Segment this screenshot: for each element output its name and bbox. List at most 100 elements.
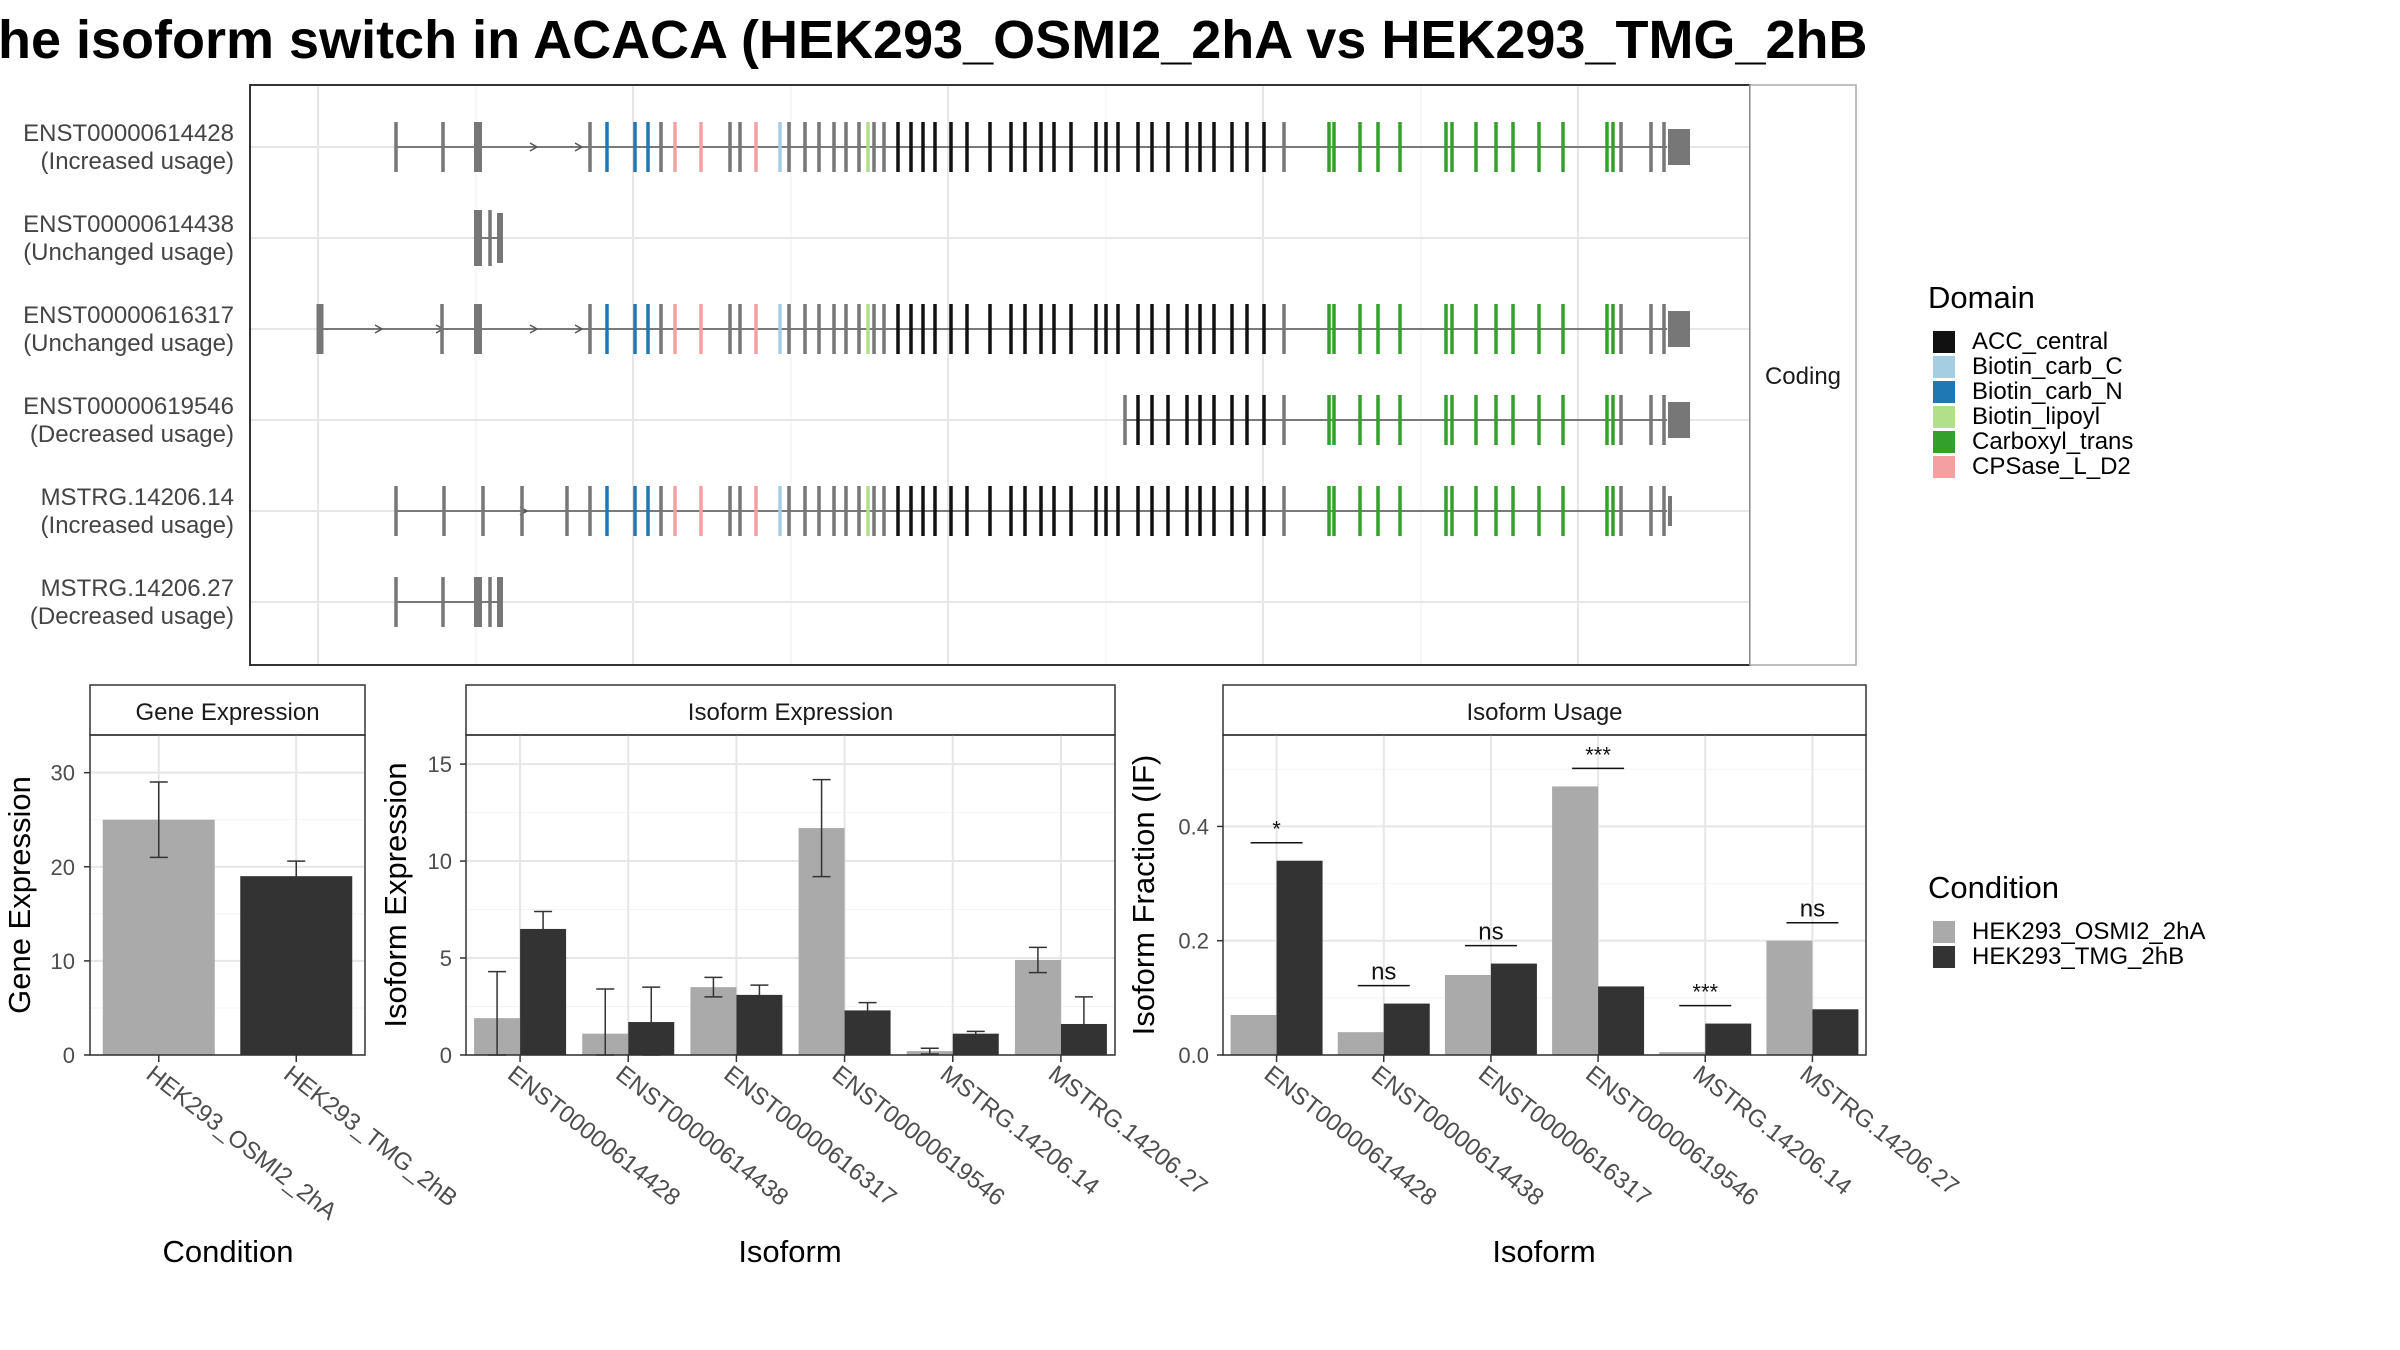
exon (1116, 122, 1120, 172)
exon (1494, 304, 1498, 354)
exon (728, 122, 732, 172)
exon (1069, 486, 1073, 536)
bar (1598, 986, 1645, 1055)
domain-legend-label: ACC_central (1972, 328, 2108, 355)
exon (441, 577, 445, 627)
exon (1327, 395, 1331, 445)
exon (1611, 122, 1615, 172)
significance-label: ns (1800, 896, 1825, 923)
transcript-track (1123, 395, 1690, 445)
transcript-usage-label: (Decreased usage) (30, 421, 234, 448)
panel-strip-label: Isoform Usage (1466, 699, 1622, 726)
exon (1039, 122, 1043, 172)
x-tick-label: ENST00000614428 (1259, 1060, 1442, 1211)
exon (1537, 304, 1541, 354)
condition-legend-label: HEK293_OSMI2_2hA (1972, 918, 2205, 945)
exon (1009, 304, 1013, 354)
exon (1358, 122, 1362, 172)
exon (1069, 304, 1073, 354)
exon (882, 304, 886, 354)
transcript-usage-label: (Increased usage) (41, 512, 234, 539)
exon (1327, 122, 1331, 172)
exon (1398, 395, 1402, 445)
coding-strip (1749, 84, 1857, 666)
exon (965, 486, 969, 536)
exon (1649, 304, 1653, 354)
exon (896, 304, 900, 354)
exon (441, 122, 445, 172)
transcript-usage-label: (Unchanged usage) (23, 239, 234, 266)
exon (866, 486, 870, 536)
exon (1166, 486, 1170, 536)
exon (1511, 122, 1515, 172)
y-tick-label: 0.2 (1178, 929, 1209, 954)
exon (1494, 122, 1498, 172)
domain-legend-swatch (1933, 456, 1955, 478)
exon (1561, 486, 1565, 536)
y-tick-label: 0 (440, 1043, 452, 1068)
exon (488, 210, 492, 266)
exon (857, 122, 861, 172)
bar (690, 987, 737, 1055)
domain-legend-swatch (1933, 381, 1955, 403)
exon (866, 122, 870, 172)
coding-strip-label: Coding (1765, 363, 1841, 390)
exon (844, 304, 848, 354)
exon (866, 304, 870, 354)
exon (1474, 122, 1478, 172)
exon (497, 213, 503, 263)
exon (474, 304, 482, 354)
exon (1212, 486, 1216, 536)
exon (646, 122, 650, 172)
exon (1230, 304, 1234, 354)
exon (872, 486, 876, 536)
utr-block (1668, 129, 1690, 165)
strand-arrow (374, 324, 384, 334)
exon (1116, 486, 1120, 536)
exon (1605, 304, 1609, 354)
bar (1337, 1032, 1384, 1055)
exon (817, 486, 821, 536)
significance-label: *** (1692, 980, 1718, 1005)
domain-legend-title: Domain (1928, 280, 2035, 315)
exon (1511, 304, 1515, 354)
domain-legend: Domain ACC_centralBiotin_carb_CBiotin_ca… (1928, 280, 2133, 480)
exon (738, 486, 742, 536)
exon (1376, 486, 1380, 536)
exon (1262, 304, 1266, 354)
exon (728, 486, 732, 536)
domain-legend-label: Biotin_carb_C (1972, 353, 2123, 380)
exon (1198, 304, 1202, 354)
exon (1136, 486, 1140, 536)
exon (316, 304, 324, 354)
exon (1116, 304, 1120, 354)
condition-legend-swatch (1933, 946, 1955, 968)
exon (1245, 122, 1249, 172)
exon (673, 304, 677, 354)
exon (1649, 486, 1653, 536)
domain-legend-label: Biotin_lipoyl (1972, 403, 2100, 430)
exon (778, 122, 782, 172)
strand-arrow (529, 142, 539, 152)
exon (1150, 304, 1154, 354)
bar (1230, 1015, 1277, 1055)
exon (1052, 486, 1056, 536)
exon (520, 486, 524, 536)
isoform-usage-panel: Isoform Usage * ns ns *** *** ns 0.0 0.2 0.4 ENST0… (1126, 684, 1964, 1269)
transcript-tracks (316, 122, 1690, 627)
exon (1561, 304, 1565, 354)
exon (988, 486, 992, 536)
exon (605, 304, 609, 354)
bar (1705, 1023, 1752, 1055)
transcript-usage-label: (Decreased usage) (30, 603, 234, 630)
exon (1185, 122, 1189, 172)
exon (933, 304, 937, 354)
exon (882, 122, 886, 172)
significance-label: ns (1371, 959, 1396, 986)
exon (1358, 304, 1362, 354)
exon (1245, 304, 1249, 354)
y-tick-label: 20 (51, 855, 75, 880)
exon (1649, 395, 1653, 445)
figure-title: he isoform switch in ACACA (HEK293_OSMI2… (0, 10, 1868, 70)
